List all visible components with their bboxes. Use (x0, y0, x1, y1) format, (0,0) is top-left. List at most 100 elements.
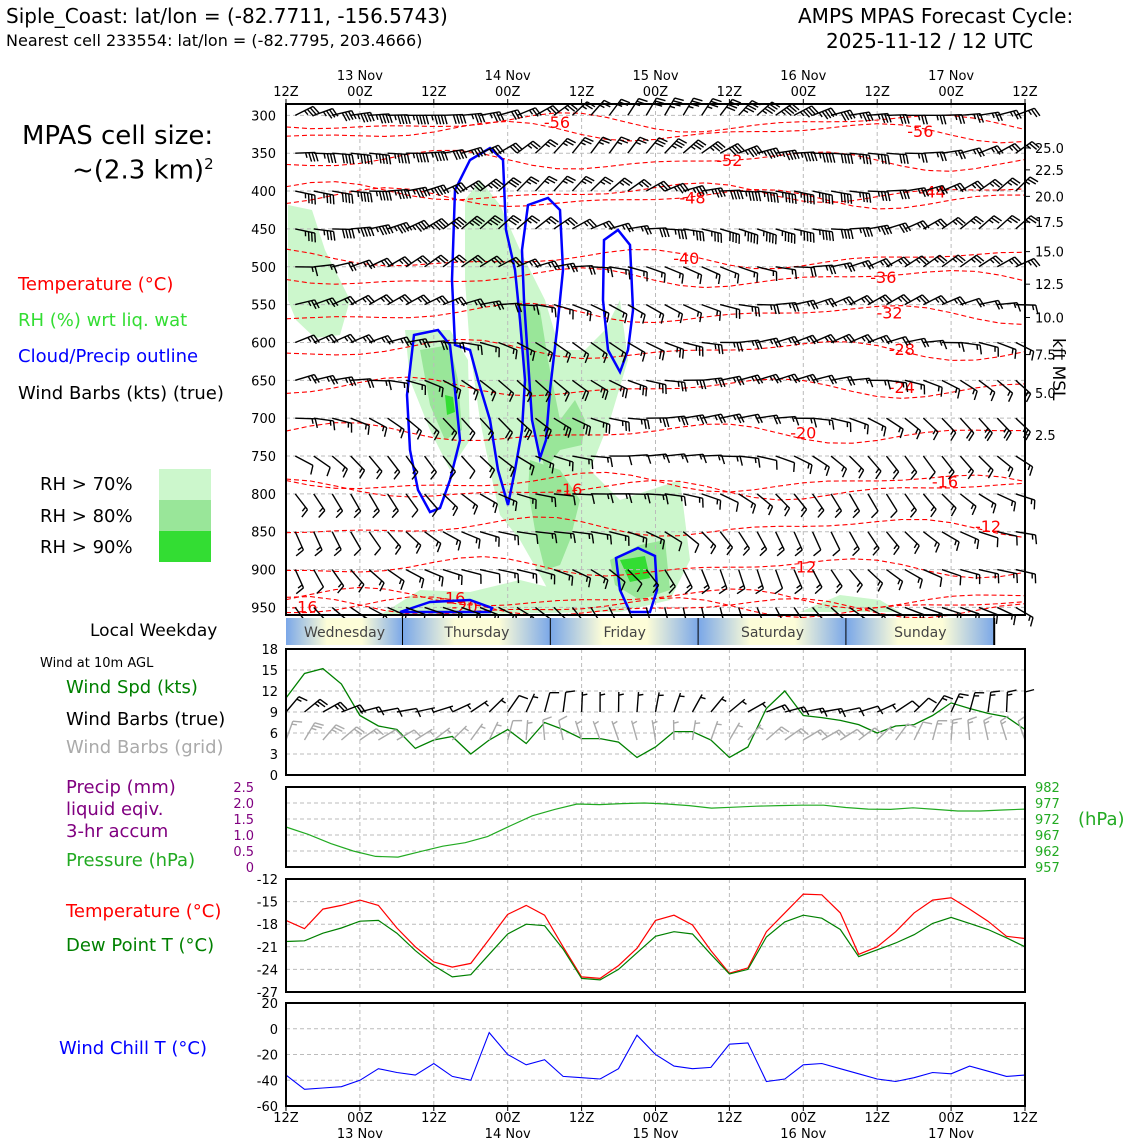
profile-wind-barb-feather (695, 230, 699, 241)
profile-wind-barb-feather (975, 215, 984, 223)
profile-wind-barb (350, 569, 365, 593)
profile-wind-barb-feather (846, 263, 853, 273)
profile-wind-barb-feather (658, 137, 668, 143)
profile-wind-barb (996, 417, 1012, 441)
profile-wind-barb-feather (862, 112, 868, 122)
profile-wind-barb-feather (415, 544, 422, 554)
profile-wind-barb (886, 294, 911, 306)
profile-wind-barb-staff (645, 97, 658, 116)
profile-wind-barb (424, 568, 444, 587)
profile-wind-barb-staff (461, 112, 482, 117)
profile-wind-barb-feather (462, 149, 468, 159)
wind-10m-barb-feather (319, 698, 328, 706)
profile-wind-barb-feather (910, 471, 918, 480)
pressure-tick-label: 962 (1035, 845, 1060, 860)
profile-wind-barb-half-feather (791, 416, 795, 422)
profile-wind-barb-staff (757, 414, 777, 419)
profile-wind-barb-staff (313, 190, 334, 196)
wind-10m-grid-barb (592, 720, 601, 741)
profile-wind-barb-feather (586, 220, 595, 228)
cloud-outline (450, 146, 527, 506)
wind-10m-barb-feather (990, 690, 1001, 693)
profile-wind-barb-half-feather (487, 221, 493, 226)
profile-wind-barb-staff (590, 455, 611, 459)
profile-wind-barb-feather (1013, 615, 1017, 626)
profile-wind-barb-feather (622, 353, 627, 363)
profile-wind-barb (387, 531, 402, 555)
profile-wind-barb (774, 569, 784, 595)
profile-wind-barb-staff (756, 147, 777, 154)
profile-wind-barb-staff (793, 569, 803, 589)
temperature-contour (285, 267, 1026, 289)
wind-10m-barb (470, 700, 489, 713)
wind-10m-grid-barb-staff (747, 724, 762, 741)
profile-wind-barb-staff (553, 417, 572, 430)
profile-wind-barb (1015, 417, 1031, 441)
profile-wind-barb (904, 568, 923, 589)
profile-wind-barb (442, 455, 457, 480)
wind-10m-grid-barb-half-feather (331, 729, 337, 733)
profile-wind-barb-feather (449, 471, 457, 480)
profile-wind-barb (978, 215, 1002, 230)
profile-wind-barb-feather (627, 222, 634, 232)
profile-wind-barb (387, 114, 411, 125)
profile-wind-barb-feather (528, 178, 538, 185)
wind-10m-grid-barb (839, 728, 865, 741)
profile-wind-barb-half-feather (625, 493, 628, 500)
profile-wind-barb-feather (316, 586, 324, 595)
top-time-label: 12Z (717, 85, 743, 100)
profile-wind-barb (516, 379, 533, 403)
profile-wind-barb (405, 294, 431, 306)
profile-wind-barb (553, 137, 576, 154)
profile-wind-barb-staff (978, 255, 996, 268)
profile-wind-barb-feather (898, 581, 904, 591)
profile-wind-barb (608, 341, 627, 363)
bottom-time-label: 12Z (273, 1111, 299, 1126)
profile-wind-barb-feather (656, 97, 666, 102)
profile-wind-barb-feather (1029, 466, 1034, 476)
profile-wind-barb-feather (665, 417, 670, 428)
profile-wind-barb (664, 569, 676, 594)
wind-10m-grid-barb (747, 724, 764, 741)
profile-wind-barb-half-feather (988, 219, 994, 224)
profile-wind-barb (645, 341, 665, 361)
profile-wind-barb-staff (682, 97, 695, 116)
profile-wind-barb-feather (712, 97, 722, 103)
profile-wind-barb (849, 190, 872, 203)
profile-wind-barb-half-feather (939, 340, 943, 346)
profile-wind-barb-staff (461, 531, 481, 541)
profile-wind-barb-staff (442, 568, 463, 577)
profile-wind-barb-feather (363, 154, 367, 164)
wind-10m-barb-feather (840, 708, 847, 718)
temperature-contour-label: -16 (291, 597, 317, 616)
profile-wind-barb-staff (664, 379, 685, 384)
profile-wind-barb-feather (914, 545, 920, 555)
wind-10m-grid-barb-feather (375, 728, 384, 736)
profile-wind-barb-feather (843, 229, 848, 239)
profile-wind-barb-staff (424, 417, 440, 433)
profile-wind-barb-feather (547, 430, 552, 440)
profile-wind-barb-staff (719, 303, 740, 311)
profile-wind-barb (369, 113, 393, 124)
kft-tick-label: 15.0 (1035, 246, 1064, 261)
profile-wind-barb (498, 531, 520, 546)
profile-wind-barb-staff (590, 303, 610, 314)
profile-wind-barb-half-feather (677, 312, 681, 318)
profile-wind-barb-staff (811, 493, 825, 511)
profile-wind-barb-half-feather (932, 429, 937, 435)
profile-wind-barb-half-feather (583, 352, 587, 358)
profile-wind-barb-feather (526, 393, 533, 403)
profile-wind-barb-feather (757, 307, 761, 317)
wind-10m-barb-staff (968, 692, 976, 713)
profile-wind-barb-feather (868, 193, 872, 203)
wind-10m-barb-half-feather (334, 704, 339, 710)
profile-wind-barb-staff (498, 302, 519, 306)
profile-wind-barb-half-feather (673, 186, 678, 192)
profile-wind-barb-feather (378, 191, 383, 201)
profile-wind-barb-staff (793, 228, 814, 235)
wind-10m-grid-barb (340, 726, 365, 741)
profile-wind-barb-feather (1035, 304, 1039, 315)
profile-wind-barb-feather (402, 223, 410, 232)
profile-wind-barb-feather (719, 500, 722, 510)
profile-wind-barb-feather (809, 464, 813, 475)
